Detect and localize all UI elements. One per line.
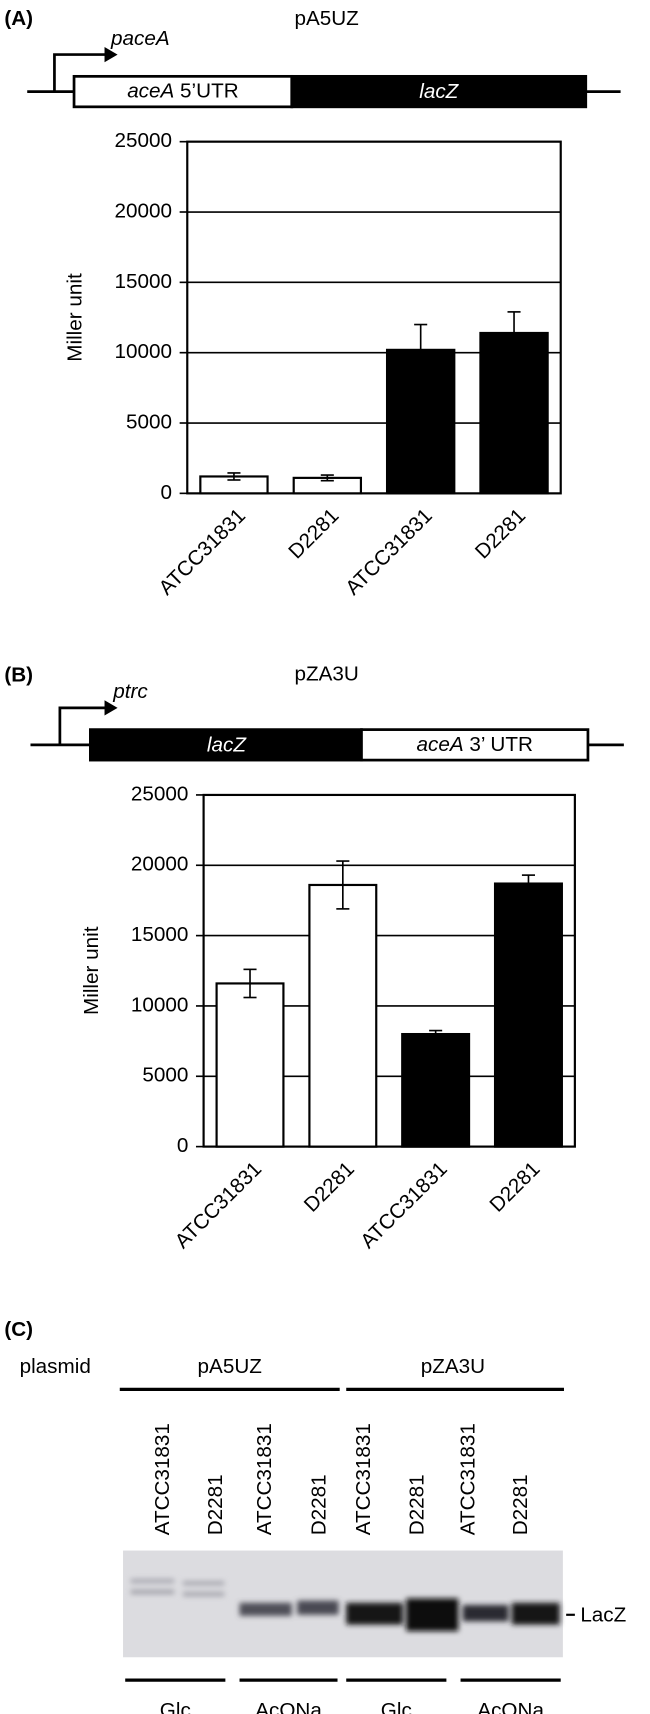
error-bar <box>507 311 521 355</box>
gel-bands <box>130 1578 560 1632</box>
y-tick-label: 5000 <box>142 1064 188 1087</box>
plasmid-label: pA5UZ <box>198 1355 262 1378</box>
y-axis-label: Miller unit <box>64 273 87 362</box>
bar <box>493 882 563 1148</box>
error-bar <box>320 474 334 482</box>
error-bar <box>243 968 257 999</box>
panel-label: (C) <box>4 1318 33 1341</box>
bar <box>401 1032 471 1148</box>
gel-image <box>123 1550 563 1658</box>
construct-b: ptrc lacZ aceA 3’ UTR <box>30 680 624 762</box>
band-label: LacZ <box>580 1603 626 1626</box>
bar <box>479 331 549 495</box>
lane-label: D2281 <box>406 1474 429 1535</box>
error-bar <box>336 860 350 910</box>
y-tick-label: 20000 <box>115 199 172 222</box>
gel-panel: plasmid pA5UZ pZA3U LacZ ATCC31831 D2281 A… <box>20 1355 627 1714</box>
lane-label: D2281 <box>204 1474 227 1535</box>
condition-label: Glc <box>160 1699 191 1714</box>
lane-label: ATCC31831 <box>457 1423 480 1535</box>
y-tick-label: 0 <box>177 1134 189 1157</box>
y-tick-label: 25000 <box>115 129 172 152</box>
condition-label: AcONa <box>477 1699 544 1714</box>
x-tick-label: D2281 <box>471 504 530 563</box>
plasmid-label: pZA3U <box>421 1355 485 1378</box>
plot-frame <box>186 140 562 495</box>
y-tick-label: 15000 <box>115 270 172 293</box>
x-tick-label: D2281 <box>284 504 343 563</box>
panel-label: (B) <box>4 664 33 687</box>
gene-label: lacZ <box>207 733 247 756</box>
y-tick-label: 0 <box>161 481 172 504</box>
x-tick-label: ATCC31831 <box>341 504 437 600</box>
lane-label: D2281 <box>308 1474 331 1535</box>
panel-label: (A) <box>4 7 33 30</box>
lane-label: ATCC31831 <box>253 1423 276 1535</box>
promoter-label: ptrc <box>112 680 148 703</box>
x-tick-label: ATCC31831 <box>356 1157 452 1253</box>
x-tick-label: D2281 <box>485 1157 544 1216</box>
error-bar <box>429 1029 443 1039</box>
utr-label: aceA 5’UTR <box>127 80 238 103</box>
error-bar <box>521 874 535 893</box>
condition-label: Glc <box>381 1699 412 1714</box>
x-tick-label: D2281 <box>300 1157 359 1216</box>
x-tick-label: ATCC31831 <box>154 504 250 600</box>
y-tick-label: 10000 <box>115 340 172 363</box>
y-tick-label: 15000 <box>131 923 188 946</box>
lane-label: D2281 <box>509 1474 532 1535</box>
condition-label: AcONa <box>255 1699 322 1714</box>
lane-label: ATCC31831 <box>352 1423 375 1535</box>
error-bar <box>227 472 241 481</box>
y-tick-label: 25000 <box>131 782 188 805</box>
chart-title: pA5UZ <box>294 7 358 30</box>
row-label: plasmid <box>20 1355 91 1378</box>
bar <box>308 883 378 1148</box>
promoter-label: paceA <box>110 27 170 50</box>
gene-label: lacZ <box>419 80 459 103</box>
utr-label: aceA 3’ UTR <box>416 733 532 756</box>
bar <box>215 982 285 1148</box>
y-tick-label: 10000 <box>131 993 188 1016</box>
y-tick-label: 20000 <box>131 853 188 876</box>
construct-a: paceA aceA 5’UTR lacZ <box>27 27 621 109</box>
lane-label: ATCC31831 <box>151 1423 174 1535</box>
y-axis-label: Miller unit <box>80 926 103 1015</box>
y-tick-label: 5000 <box>126 410 172 433</box>
plot-frame <box>202 793 576 1148</box>
error-bar <box>414 323 428 377</box>
x-tick-label: ATCC31831 <box>170 1157 266 1253</box>
chart-title: pZA3U <box>294 663 358 686</box>
